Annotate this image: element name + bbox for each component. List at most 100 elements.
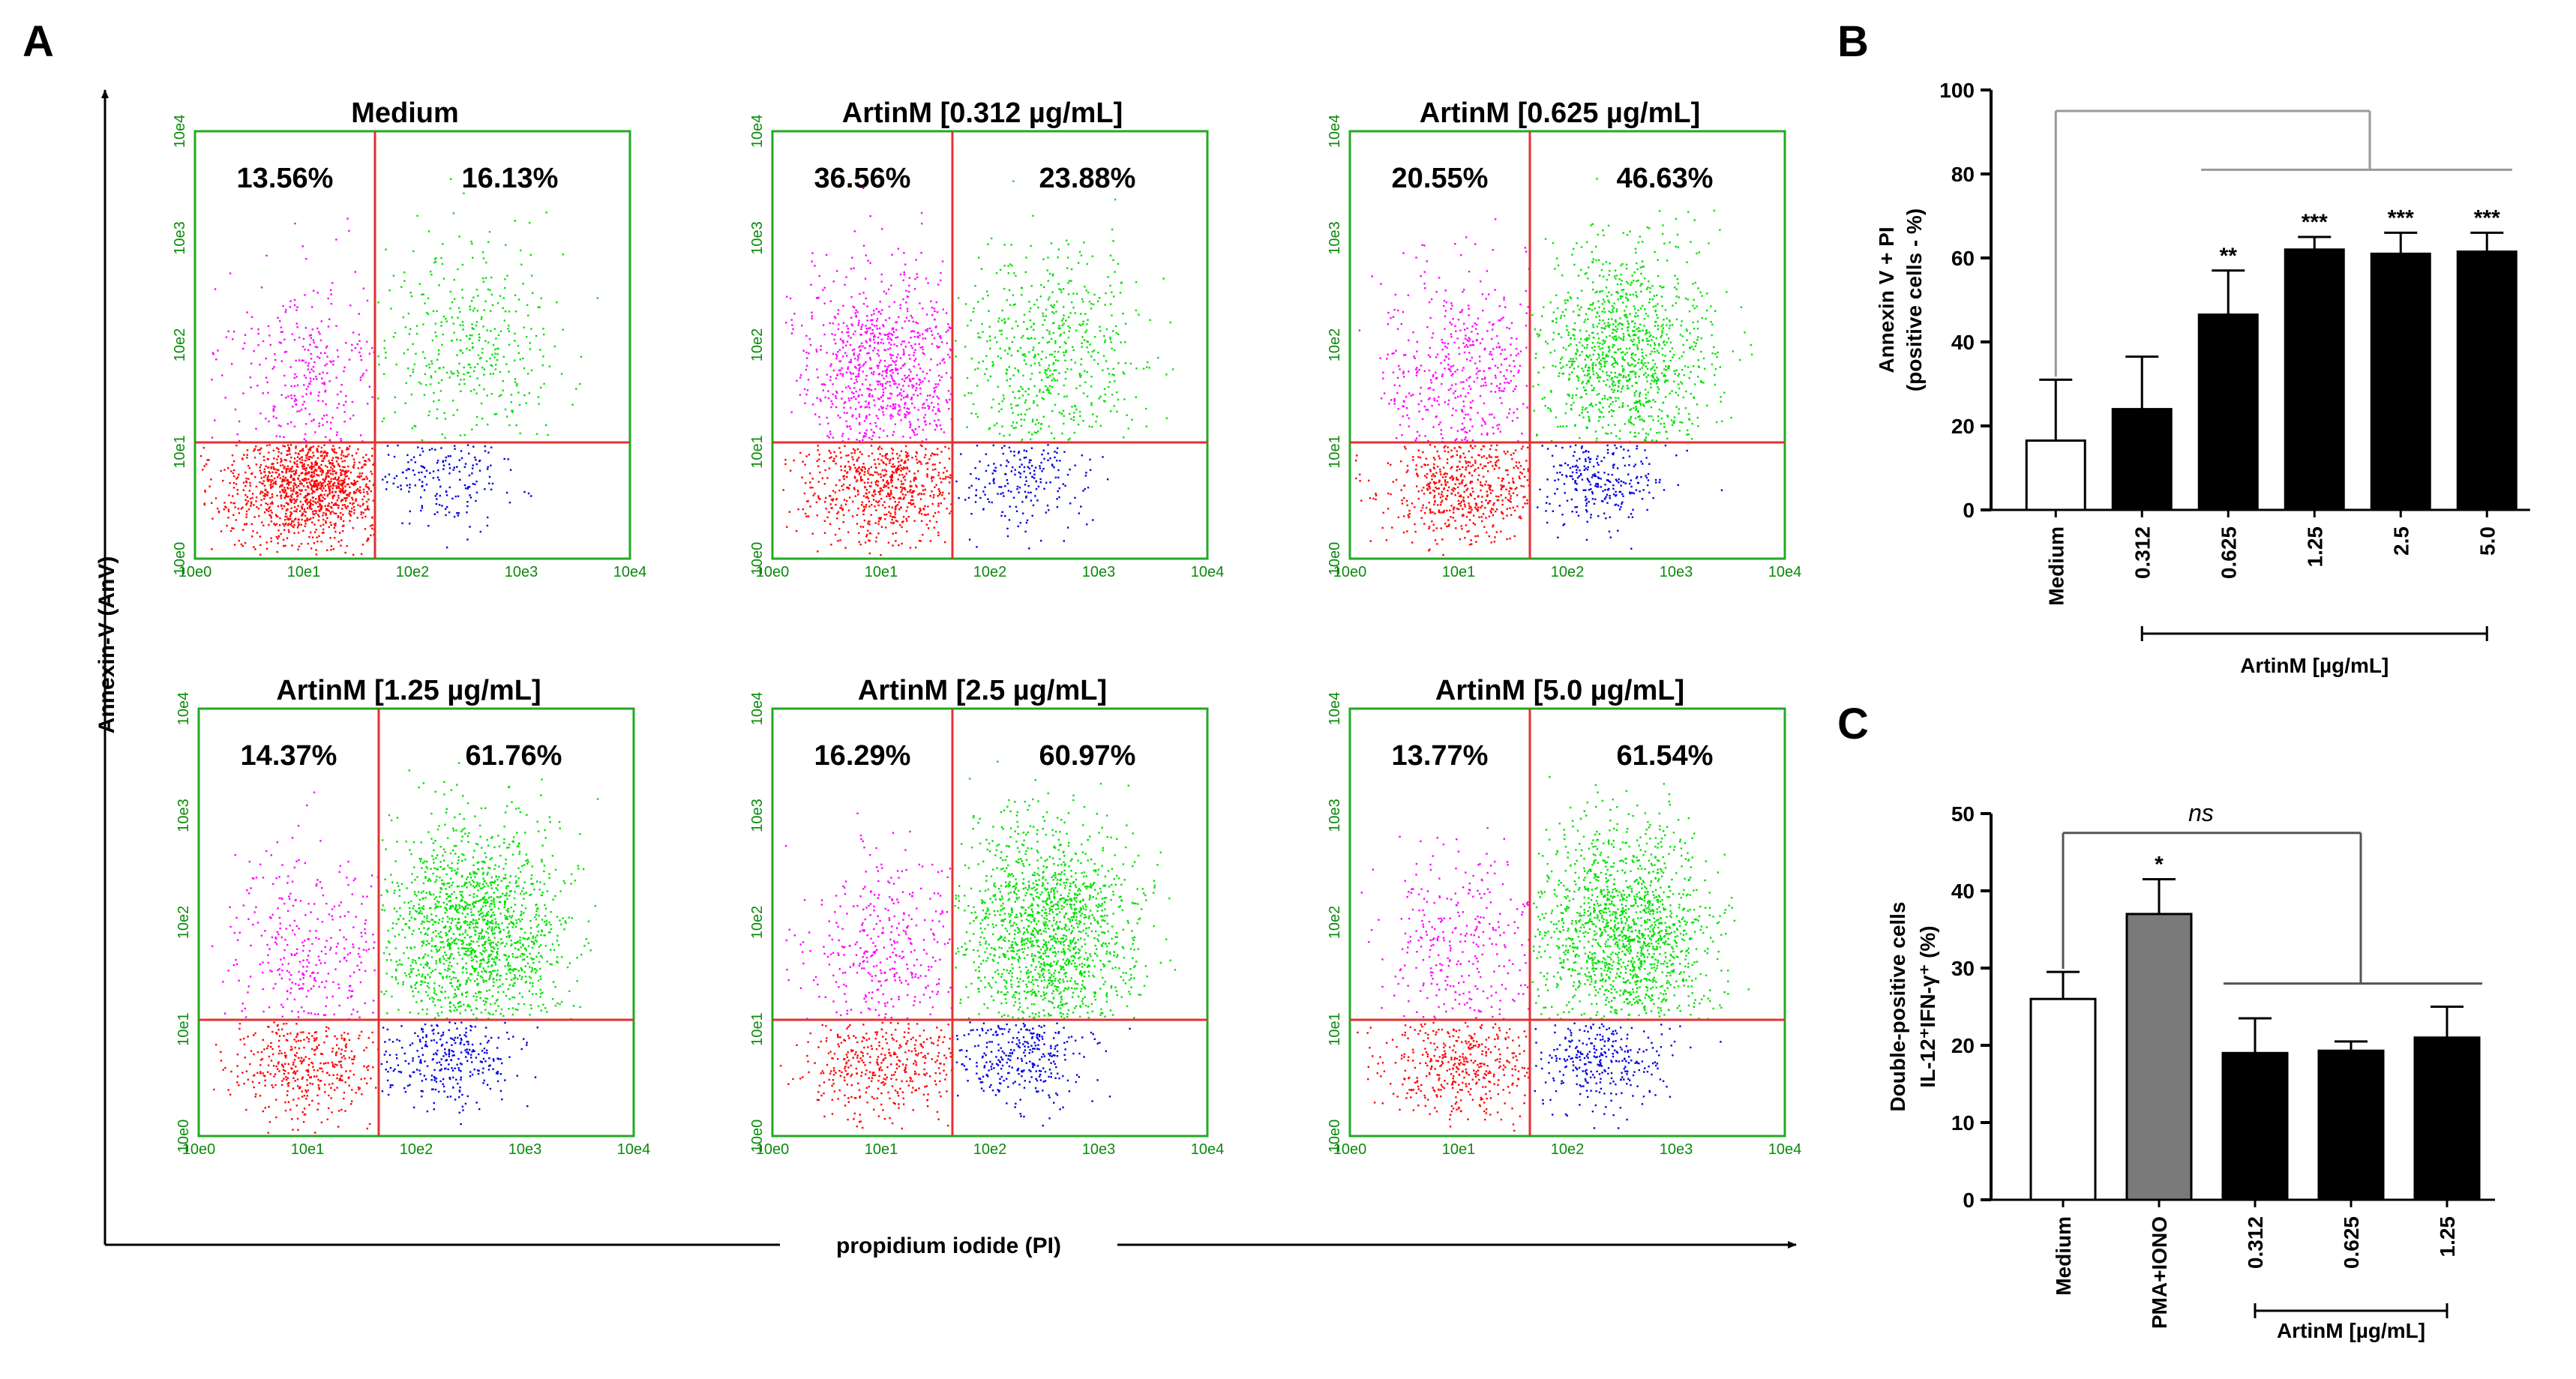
x-tick-label: 10e4 xyxy=(617,1141,651,1158)
bar xyxy=(2413,1036,2481,1201)
y-tick-label: 10e2 xyxy=(175,906,192,940)
x-tick-label: 10e4 xyxy=(1768,564,1802,580)
y-tick-label: 40 xyxy=(1951,331,1975,354)
x-tick-label: PMA+IONO xyxy=(2148,1216,2171,1329)
x-tick-label: 1.25 xyxy=(2436,1216,2459,1258)
plot-frame xyxy=(193,130,631,560)
x-tick-label: 10e0 xyxy=(756,564,790,580)
y-tick-label: 10e4 xyxy=(1327,115,1343,148)
significance-marker: *** xyxy=(2302,210,2328,235)
y-tick-label: 10e2 xyxy=(1327,906,1343,940)
y-tick-label: 10e1 xyxy=(175,1012,192,1046)
plot-frame xyxy=(1348,707,1786,1138)
upper-left-percentage: 13.77% xyxy=(1392,740,1489,772)
flow-panel-title: ArtinM [0.312 µg/mL] xyxy=(842,97,1123,129)
bar xyxy=(2197,313,2259,511)
y-tick-label: 10e0 xyxy=(1327,542,1343,576)
significance-marker: * xyxy=(2155,853,2164,877)
y-tick-label: 10e4 xyxy=(1327,692,1343,726)
significance-marker: *** xyxy=(2474,205,2500,230)
x-tick-label: 10e0 xyxy=(182,1141,216,1158)
x-tick-label: 10e2 xyxy=(973,564,1007,580)
dot-cloud xyxy=(1357,775,1750,1132)
plot-frame xyxy=(1348,130,1786,560)
y-axis-label: Double-positive cells xyxy=(1886,901,1909,1111)
y-tick-label: 10e1 xyxy=(172,435,188,469)
upper-right-percentage: 46.63% xyxy=(1617,163,1714,194)
y-tick-label: 10e3 xyxy=(175,799,192,832)
upper-left-percentage: 14.37% xyxy=(241,740,337,772)
x-tick-label: 10e4 xyxy=(1191,1141,1225,1158)
y-tick-label: 10e3 xyxy=(1327,799,1343,832)
y-tick-label: 10e1 xyxy=(1327,1012,1343,1046)
x-tick-label: 10e0 xyxy=(1333,1141,1367,1158)
upper-right-percentage: 23.88% xyxy=(1039,163,1136,194)
y-tick-label: 10 xyxy=(1951,1111,1975,1135)
flow-y-axis-label: Annexin-V (AnV) xyxy=(94,556,119,734)
y-tick-label: 10e3 xyxy=(172,221,188,255)
y-tick-label: 0 xyxy=(1963,499,1975,522)
x-tick-label: 1.25 xyxy=(2303,526,2326,568)
y-tick-label: 80 xyxy=(1951,163,1975,186)
x-tick-label: 10e1 xyxy=(1442,564,1476,580)
x-tick-label: 10e1 xyxy=(865,1141,898,1158)
x-tick-label: 10e1 xyxy=(287,564,321,580)
x-tick-label: 10e3 xyxy=(1660,564,1693,580)
x-tick-label: Medium xyxy=(2044,526,2068,606)
ns-annotation: ns xyxy=(2188,799,2214,826)
y-tick-label: 60 xyxy=(1951,247,1975,270)
dot-cloud xyxy=(199,178,598,556)
flow-axes: Annexin-V (AnV) propidium iodide (PI) xyxy=(94,89,1797,1258)
x-tick-label: 10e4 xyxy=(1191,564,1225,580)
x-tick-label: 10e2 xyxy=(973,1141,1007,1158)
upper-right-percentage: 16.13% xyxy=(462,163,559,194)
y-tick-label: 10e4 xyxy=(172,115,188,148)
bar-chart-b: 0 20 40 60 80 100 Annexin V + PI (positive cell… xyxy=(1875,79,2530,677)
x-tick-label: 10e2 xyxy=(396,564,430,580)
y-tick-label: 10e1 xyxy=(749,1012,766,1046)
x-tick-label: 5.0 xyxy=(2476,526,2499,556)
y-tick-label: 10e3 xyxy=(749,221,766,255)
plot-frame xyxy=(771,130,1209,560)
bar xyxy=(2025,439,2086,511)
upper-left-percentage: 16.29% xyxy=(814,740,911,772)
y-tick-label: 10e0 xyxy=(749,542,766,576)
y-tick-label: 40 xyxy=(1951,880,1975,903)
x-tick-label: 10e0 xyxy=(178,564,212,580)
bar xyxy=(2029,997,2097,1201)
flow-panel-title: ArtinM [1.25 µg/mL] xyxy=(276,675,541,706)
y-tick-label: 10e0 xyxy=(749,1120,766,1153)
x-tick-label: 10e4 xyxy=(613,564,647,580)
y-tick-label: 10e3 xyxy=(1327,221,1343,255)
x-tick-label: 10e3 xyxy=(1082,1141,1116,1158)
y-tick-label: 10e0 xyxy=(175,1120,192,1153)
significance-marker: ** xyxy=(2220,244,2238,268)
x-tick-label: 0.312 xyxy=(2131,526,2154,579)
plot-frame xyxy=(197,707,635,1138)
x-tick-label: 10e1 xyxy=(291,1141,325,1158)
y-tick-label: 20 xyxy=(1951,415,1975,438)
plot-frame xyxy=(771,707,1209,1138)
x-tick-label: 10e3 xyxy=(1660,1141,1693,1158)
y-tick-label: 10e2 xyxy=(1327,328,1343,362)
panel-label-b: B xyxy=(1837,17,1869,66)
y-tick-label: 10e4 xyxy=(175,692,192,726)
bar xyxy=(2111,408,2173,511)
x-tick-label: 10e2 xyxy=(1551,1141,1585,1158)
y-tick-label: 10e1 xyxy=(749,435,766,469)
bar xyxy=(2284,248,2345,511)
x-tick-label: 10e1 xyxy=(865,564,898,580)
dot-cloud xyxy=(782,180,1174,556)
y-axis-label: (positive cells - %) xyxy=(1903,208,1926,391)
y-tick-label: 50 xyxy=(1951,802,1975,826)
flow-panel: ArtinM [0.625 µg/mL] 20.55% 46.63% 10e010e0… xyxy=(1327,97,1801,580)
y-tick-label: 10e2 xyxy=(172,328,188,362)
group-label: ArtinM [µg/mL] xyxy=(2240,654,2389,677)
y-tick-label: 0 xyxy=(1963,1189,1975,1212)
x-tick-label: 10e3 xyxy=(505,564,538,580)
flow-panel-title: ArtinM [0.625 µg/mL] xyxy=(1420,97,1701,129)
